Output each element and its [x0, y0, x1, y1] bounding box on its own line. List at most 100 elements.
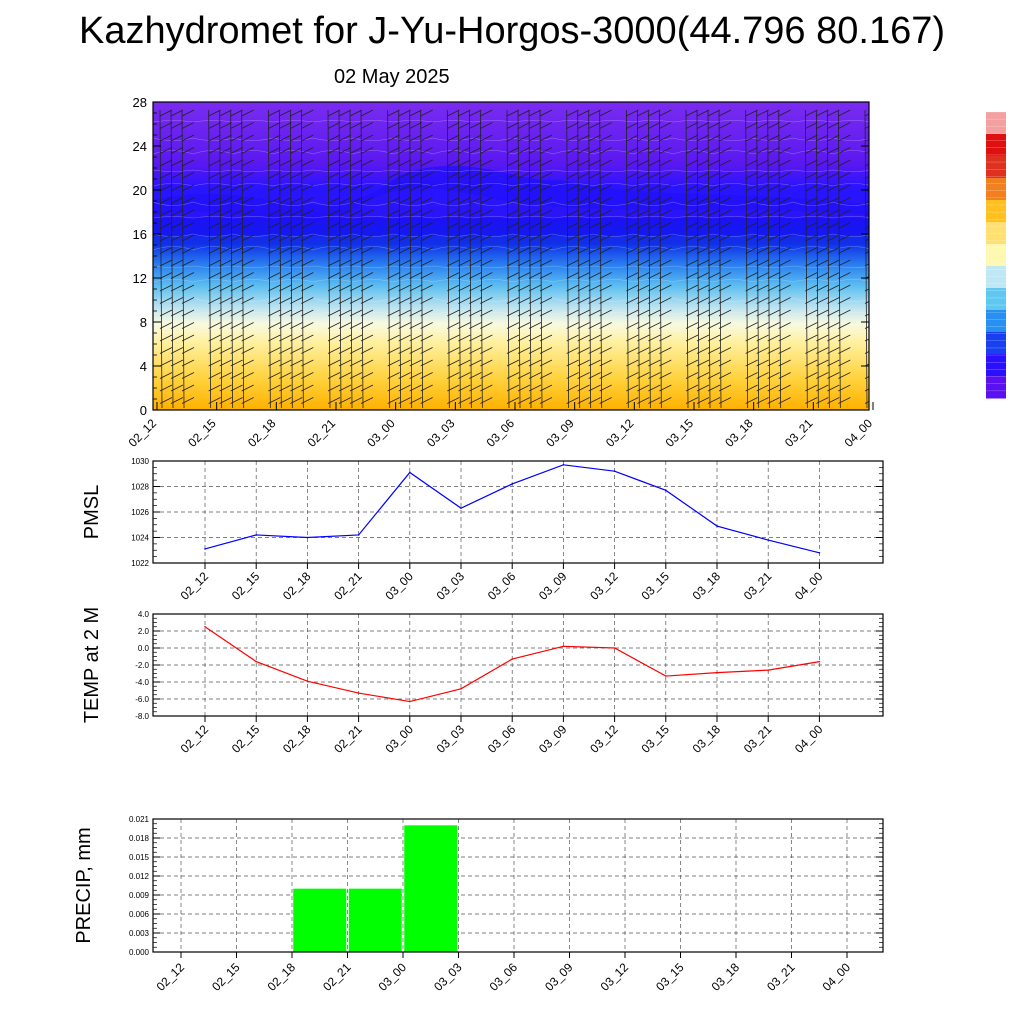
- wind-barb: [219, 322, 232, 329]
- wind-barb: [447, 122, 460, 129]
- x-tick-label: 03_06: [487, 960, 521, 994]
- wind-barb: [599, 372, 612, 379]
- wind-barb: [506, 359, 520, 367]
- wind-barb: [170, 359, 184, 367]
- wind-barb: [767, 234, 780, 242]
- upper-blue-region: [153, 165, 869, 220]
- wind-barb: [230, 209, 243, 217]
- wind-barb: [718, 234, 732, 242]
- wind-barb: [827, 372, 840, 379]
- wind-barb: [338, 372, 352, 379]
- wind-barb: [816, 297, 829, 304]
- pmsl-frame: [152, 460, 884, 564]
- wind-barb: [349, 134, 363, 142]
- contour-line: [153, 297, 869, 302]
- wind-barb: [349, 334, 363, 342]
- wind-barb: [181, 284, 195, 292]
- wind-barb: [409, 334, 422, 342]
- x-tick-label: 03_12: [603, 416, 637, 450]
- wind-barb: [838, 322, 851, 329]
- wind-barb: [707, 197, 721, 204]
- wind-barb: [458, 184, 471, 192]
- wind-barb: [528, 359, 542, 367]
- wind-barb: [447, 334, 460, 342]
- y-tick-label: 0.003: [129, 929, 150, 938]
- wind-barb: [778, 247, 791, 254]
- wind-barb: [778, 172, 791, 179]
- wind-barb: [301, 197, 314, 204]
- wind-barb: [279, 384, 292, 392]
- wind-barb: [338, 284, 352, 292]
- wind-barb: [767, 272, 780, 279]
- wind-barb: [745, 172, 758, 179]
- x-tick-label: 03_06: [485, 569, 519, 603]
- wind-barb: [864, 201, 869, 204]
- wind-barb: [718, 184, 732, 192]
- wind-barb: [588, 322, 601, 329]
- wind-barb: [626, 222, 639, 229]
- wind-barb: [696, 347, 710, 354]
- wind-barb: [626, 109, 639, 117]
- wind-barb: [626, 184, 639, 192]
- wind-barb: [230, 334, 243, 342]
- wind-barb: [756, 397, 769, 404]
- wind-barb: [696, 259, 710, 267]
- wind-barb: [827, 209, 840, 217]
- wind-barb: [469, 247, 482, 254]
- wind-barb: [159, 384, 173, 392]
- y-tick-label: -8.0: [135, 712, 149, 721]
- wind-barb: [539, 272, 553, 279]
- x-tick-label: 03_18: [722, 416, 756, 450]
- wind-barb: [756, 159, 769, 167]
- wind-barb: [458, 334, 471, 342]
- wind-barb: [864, 363, 869, 367]
- wind-barb: [208, 334, 221, 342]
- wind-barb: [745, 197, 758, 204]
- wind-barb: [718, 147, 732, 154]
- wind-barb: [181, 347, 195, 354]
- wind-barb: [387, 159, 400, 167]
- wind-barb: [387, 134, 400, 142]
- wind-barb: [447, 147, 460, 154]
- wind-barb: [170, 234, 184, 242]
- wind-barb: [517, 297, 531, 304]
- wind-barb-staff: [420, 109, 424, 409]
- wind-barb-staff: [837, 109, 841, 409]
- wind-barb: [599, 347, 612, 354]
- wind-barb: [230, 284, 243, 292]
- wind-barb: [338, 159, 352, 167]
- wind-barb: [170, 197, 184, 204]
- x-tick-label: 02_18: [280, 569, 314, 603]
- wind-barb: [707, 159, 721, 167]
- x-tick-label: 02_15: [185, 416, 219, 450]
- wind-barb-staff: [289, 109, 293, 409]
- wind-barb: [208, 109, 221, 117]
- wind-barb: [707, 272, 721, 279]
- wind-barb: [290, 322, 303, 329]
- wind-barb: [745, 247, 758, 254]
- wind-barb: [767, 297, 780, 304]
- wind-barb: [696, 109, 710, 117]
- wind-barb: [409, 222, 422, 229]
- wind-barb: [566, 109, 579, 117]
- wind-barb: [718, 359, 732, 367]
- wind-barb: [159, 322, 173, 329]
- wind-barb-staff: [468, 109, 472, 409]
- wind-barb: [718, 372, 732, 379]
- wind-barb: [268, 284, 281, 292]
- wind-barb-staff: [479, 109, 483, 409]
- wind-barb: [301, 359, 314, 367]
- wind-barb: [707, 397, 721, 404]
- contour-line: [153, 233, 869, 237]
- wind-barb: [387, 384, 400, 392]
- wind-barb: [268, 222, 281, 229]
- y-tick-label: 1030: [131, 457, 149, 466]
- wind-barb: [327, 284, 341, 292]
- wind-barb: [219, 222, 232, 229]
- pmsl-point: [357, 534, 360, 536]
- wind-barb: [648, 347, 661, 354]
- wind-barb: [506, 284, 520, 292]
- wind-barb: [838, 122, 851, 129]
- wind-barb: [838, 172, 851, 179]
- wind-barb: [577, 347, 590, 354]
